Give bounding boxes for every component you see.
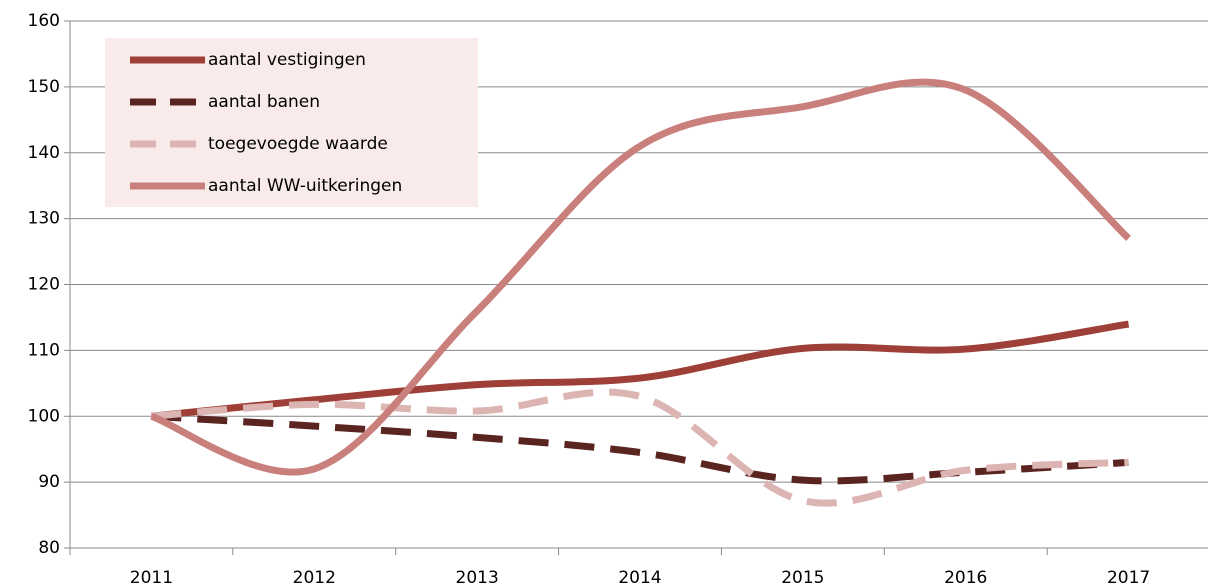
legend-label: aantal banen [208, 92, 320, 112]
x-tick-label: 2012 [293, 568, 336, 588]
y-tick-label: 130 [28, 209, 60, 229]
y-tick-label: 100 [28, 406, 60, 426]
x-tick-label: 2011 [130, 568, 173, 588]
legend-label: toegevoegde waarde [208, 134, 388, 154]
legend-label: aantal WW-uitkeringen [208, 176, 402, 196]
x-tick-label: 2013 [456, 568, 499, 588]
legend-box [105, 38, 478, 207]
x-tick-label: 2014 [618, 568, 661, 588]
legend: aantal vestigingen aantal banen toegevoegd… [105, 38, 478, 207]
x-tick-label: 2016 [944, 568, 987, 588]
y-tick-label: 150 [28, 77, 60, 97]
legend-label: aantal vestigingen [208, 50, 366, 70]
y-tick-label: 90 [38, 472, 60, 492]
y-tick-label: 140 [28, 143, 60, 163]
series-line [151, 388, 1129, 507]
y-tick-label: 120 [28, 275, 60, 295]
series-line [151, 320, 1130, 420]
x-tick-label: 2015 [781, 568, 824, 588]
x-tick-label: 2017 [1107, 568, 1150, 588]
y-tick-label: 160 [28, 11, 60, 31]
y-tick-label: 80 [38, 538, 60, 558]
series-line [150, 78, 1131, 476]
series-line [151, 412, 1129, 485]
y-tick-label: 110 [28, 340, 60, 360]
